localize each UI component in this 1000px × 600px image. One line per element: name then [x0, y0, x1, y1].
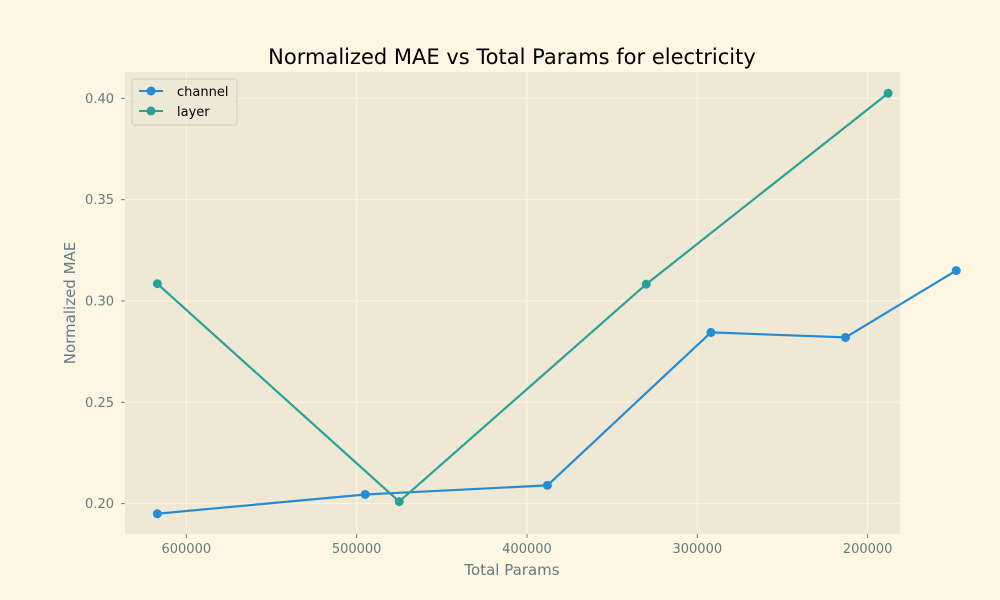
- x-tick-label: 200000: [843, 542, 893, 557]
- data-point-channel: [951, 266, 961, 276]
- data-point-layer: [883, 88, 893, 98]
- series-line-layer: [156, 92, 889, 503]
- legend-channel-label: channel: [177, 85, 228, 100]
- plot-area: [125, 72, 900, 534]
- data-point-layer: [394, 497, 404, 507]
- y-tick-label: 0.25: [85, 396, 114, 411]
- x-tick-label: 300000: [672, 542, 722, 557]
- data-point-layer: [152, 279, 162, 289]
- y-tick-label: 0.40: [85, 92, 114, 107]
- legend-layer-label: layer: [177, 105, 210, 120]
- data-point-channel: [360, 489, 370, 499]
- series-channel: [152, 266, 961, 519]
- data-point-layer: [641, 279, 651, 289]
- data-point-channel: [840, 332, 850, 342]
- y-tick-label: 0.20: [85, 497, 114, 512]
- x-tick-label: 400000: [502, 542, 552, 557]
- y-tick-label: 0.30: [85, 294, 114, 309]
- data-point-channel: [152, 509, 162, 519]
- legend-layer-marker: [146, 106, 156, 116]
- series-layer: [152, 88, 893, 507]
- x-tick-label: 600000: [161, 542, 211, 557]
- legend-channel-marker: [146, 86, 156, 96]
- series-line-channel: [157, 269, 957, 515]
- data-point-channel: [542, 480, 552, 490]
- x-axis-label: Total Params: [463, 561, 559, 579]
- grid: [125, 72, 900, 534]
- y-tick-label: 0.35: [85, 193, 114, 208]
- series-group: [152, 88, 961, 519]
- legend: channel layer: [131, 78, 238, 126]
- y-axis-label: Normalized MAE: [61, 242, 79, 365]
- chart-title: Normalized MAE vs Total Params for elect…: [268, 45, 756, 69]
- data-point-channel: [706, 327, 716, 337]
- x-tick-label: 500000: [332, 542, 382, 557]
- axis-ticks: 600000 500000 400000 300000 200000 0.20 0.25 0.…: [85, 92, 892, 557]
